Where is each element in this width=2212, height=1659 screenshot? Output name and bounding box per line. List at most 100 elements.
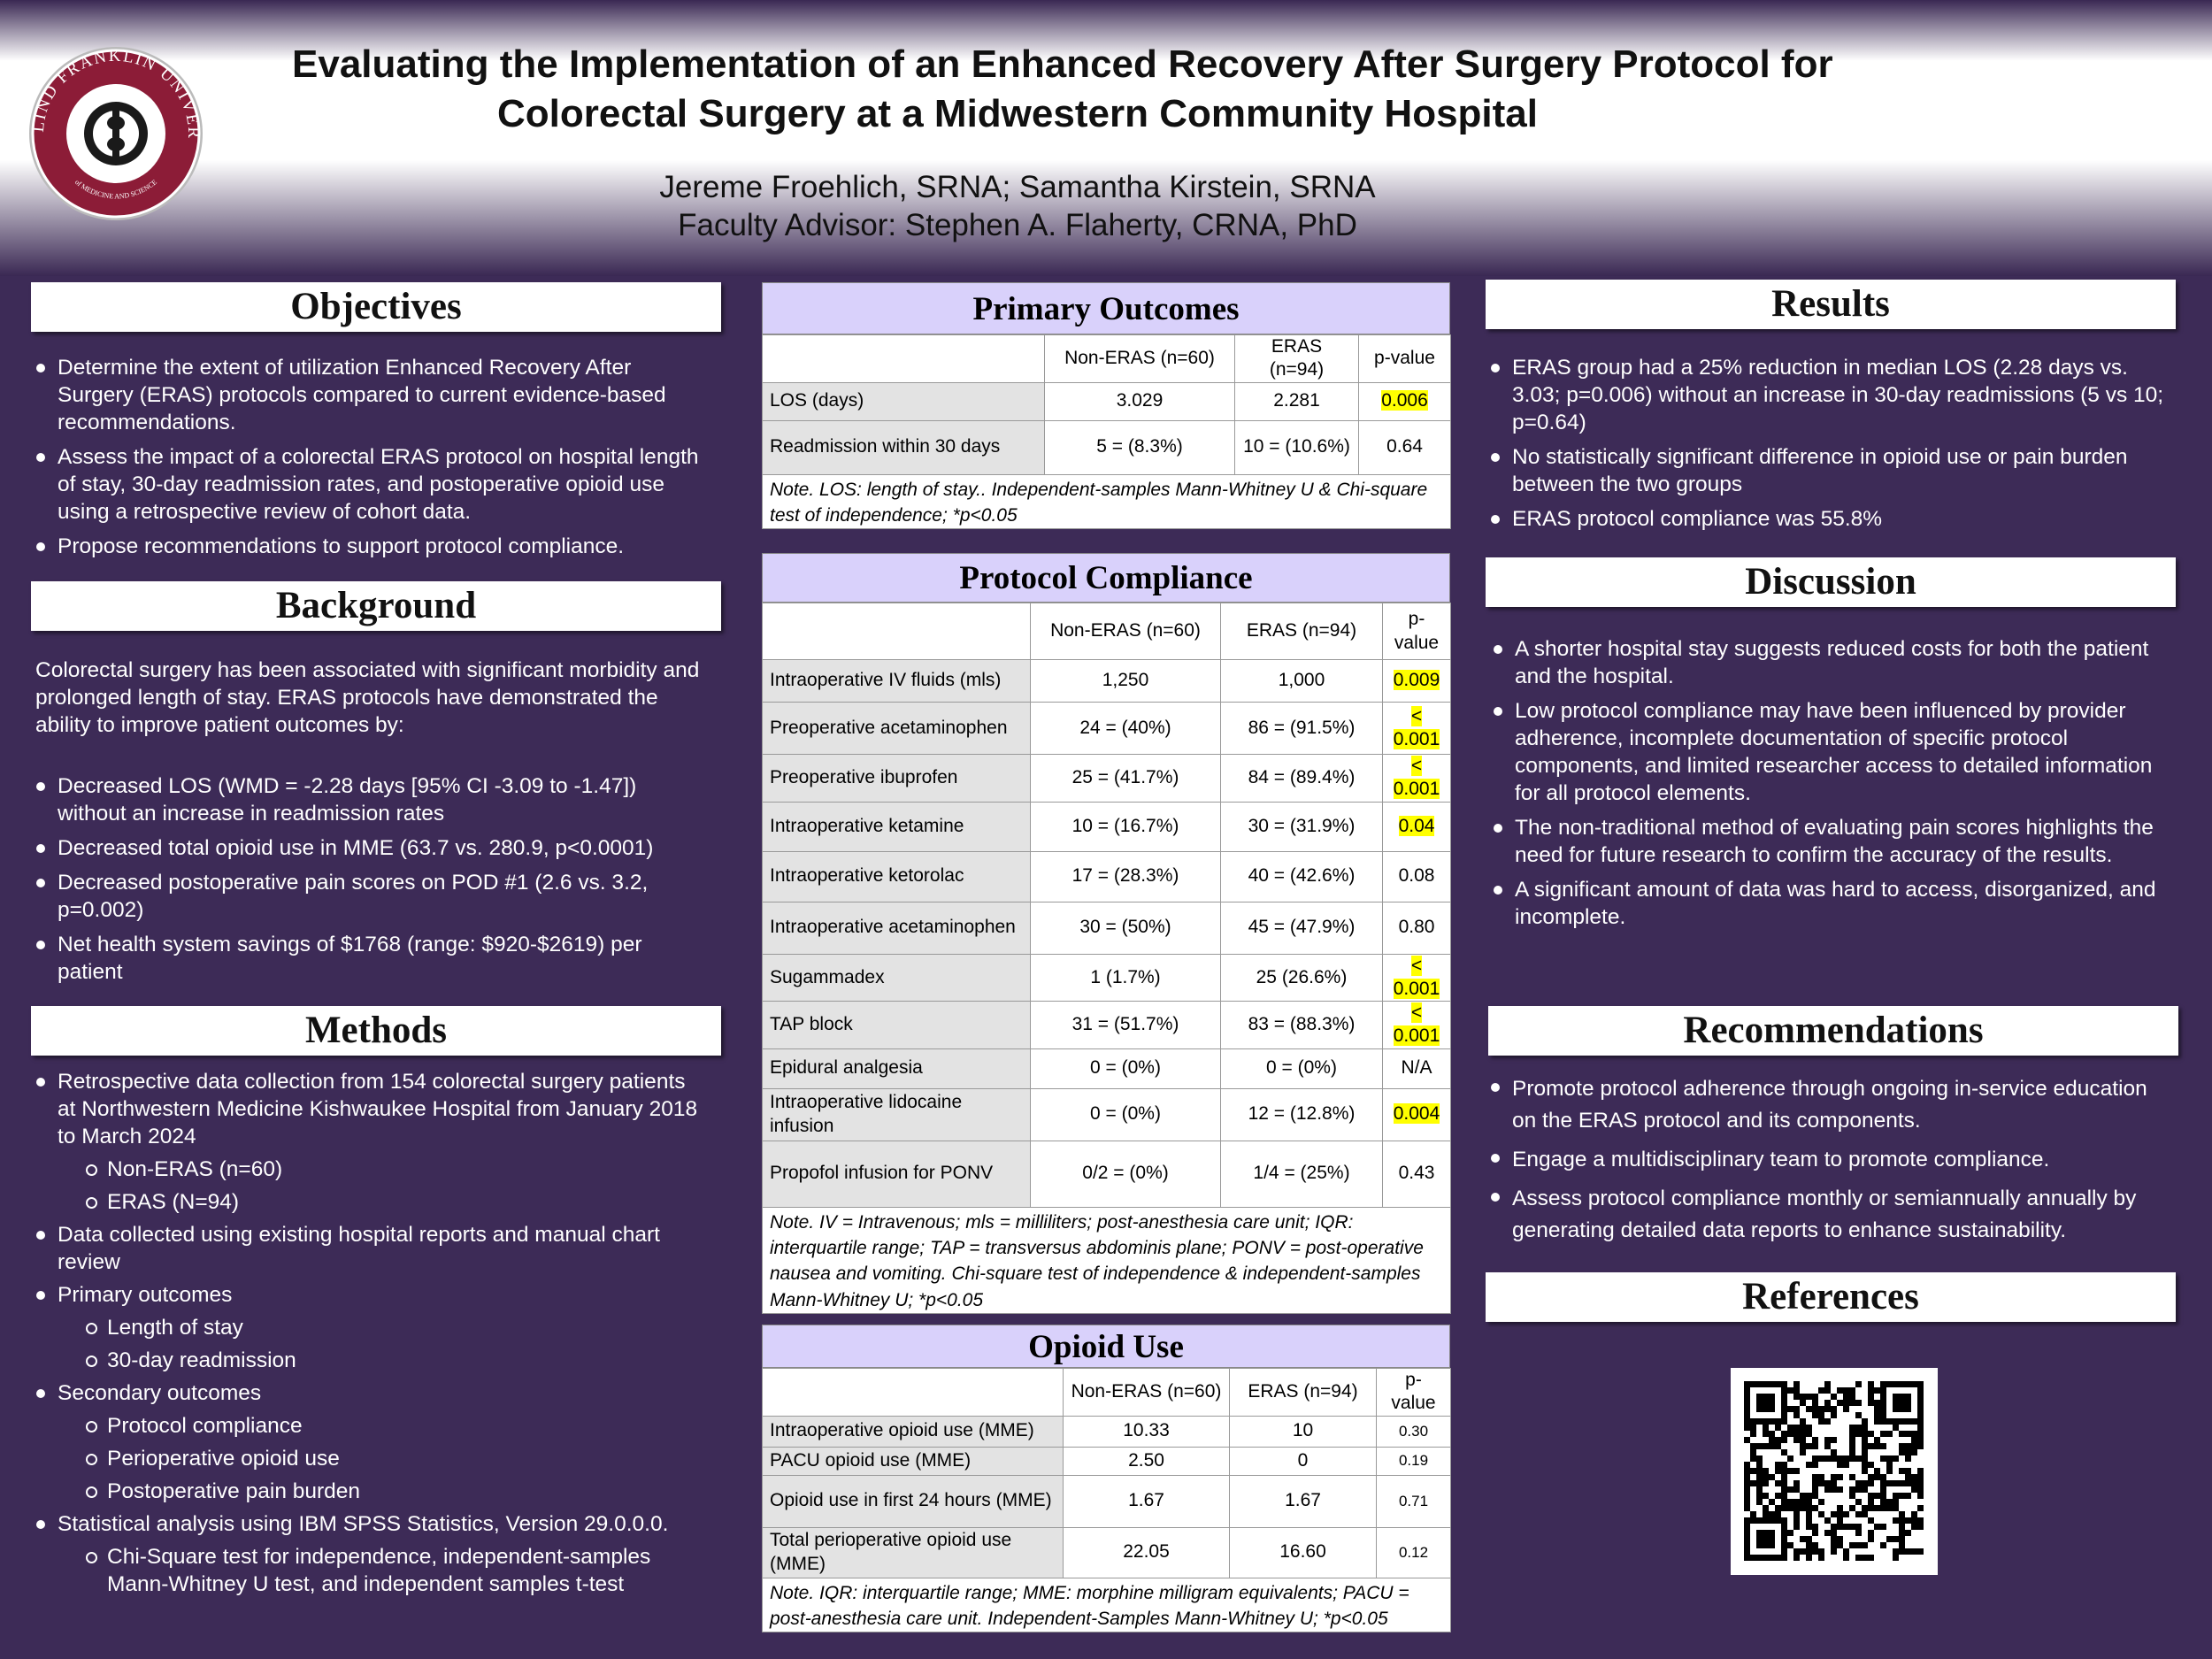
table-row: Preoperative ibuprofen 25 = (41.7%) 84 = (… [762,754,1451,803]
row-label: Intraoperative ketamine [762,801,1031,852]
opioid-use-table: Opioid Use Non-ERAS (n=60) ERAS (n=94) p-va… [762,1325,1451,1633]
list-item: Decreased LOS (WMD = -2.28 days [95% CI … [31,772,703,827]
list-item-text: Engage a multidisciplinary team to promo… [1512,1148,2050,1171]
recommendations-list: Promote protocol adherence through ongoi… [1486,1073,2171,1254]
list-item-text: Assess protocol compliance monthly or se… [1512,1187,2137,1242]
logo-emblem [84,102,148,165]
qr-code[interactable] [1731,1368,1938,1575]
p-value: 0.009 [1393,670,1440,691]
table-cell: 0 [1229,1446,1377,1476]
p-value-cell: < 0.001 [1382,1001,1451,1049]
p-value: 0.19 [1398,1452,1429,1470]
table-row: PACU opioid use (MME) 2.50 0 0.19 [762,1446,1451,1476]
table-cell: 30 = (31.9%) [1220,801,1383,852]
row-label: Intraoperative lidocaine infusion [762,1087,1031,1141]
authors: Jereme Froehlich, SRNA; Samantha Kirstei… [659,170,1376,204]
header-cell [762,1368,1064,1417]
section-heading: References [1486,1272,2176,1322]
list-item-text: Secondary outcomes [58,1381,262,1405]
table-title: Opioid Use [762,1325,1450,1368]
list-subitem: 30-day readmission [58,1347,703,1374]
p-value-cell: < 0.001 [1382,953,1451,1002]
table-cell: 45 = (47.9%) [1220,901,1383,955]
table-row: TAP block 31 = (51.7%) 83 = (88.3%) < 0.001 [762,1001,1451,1049]
list-item: Decreased postoperative pain scores on P… [31,869,703,924]
list-item-text: Net health system savings of $1768 (rang… [58,933,642,984]
p-value-cell: 0.30 [1376,1415,1451,1448]
row-label: Preoperative ibuprofen [762,754,1031,803]
list-item: ERAS protocol compliance was 55.8% [1486,505,2171,533]
p-value: < 0.001 [1393,955,1440,999]
table-row: Propofol infusion for PONV 0/2 = (0%) 1/4 … [762,1140,1451,1208]
p-value: 0.80 [1398,917,1435,938]
qr-modules [1744,1381,1924,1561]
table-cell: 1 (1.7%) [1030,953,1221,1002]
list-item-text: Propose recommendations to support proto… [58,534,625,558]
header-row: Non-ERAS (n=60) ERAS (n=94) p-value [762,1368,1451,1417]
table-cell: 84 = (89.4%) [1220,754,1383,803]
list-item: Retrospective data collection from 154 c… [31,1068,703,1216]
list-item-text: ERAS protocol compliance was 55.8% [1512,507,1883,531]
row-label: Preoperative acetaminophen [762,702,1031,755]
list-item-text: Statistical analysis using IBM SPSS Stat… [58,1512,669,1536]
table-cell: 2.50 [1063,1446,1230,1476]
list-item: Assess the impact of a colorectal ERAS p… [31,443,703,526]
row-label: Propofol infusion for PONV [762,1140,1031,1208]
p-value: 0.004 [1393,1103,1440,1125]
row-label: LOS (days) [762,381,1045,421]
p-value-cell: 0.64 [1358,419,1451,475]
table-cell: 10.33 [1063,1415,1230,1448]
p-value: 0.006 [1381,390,1428,411]
column-header: Non-ERAS (n=60) [1063,1368,1230,1417]
list-item-text: A significant amount of data was hard to… [1515,878,2156,929]
table-cell: 1/4 = (25%) [1220,1140,1383,1208]
list-item: Decreased total opioid use in MME (63.7 … [31,834,703,862]
table-cell: 0/2 = (0%) [1030,1140,1221,1208]
table-row: Total perioperative opioid use (MME) 22.0… [762,1526,1451,1578]
table-note: Note. IQR: interquartile range; MME: mor… [762,1577,1451,1633]
list-item: No statistically significant difference … [1486,443,2171,498]
header-row: Non-ERAS (n=60) ERAS (n=94) p-value [762,603,1451,660]
p-value: < 0.001 [1393,705,1440,749]
table-cell: 1,250 [1030,659,1221,703]
list-item-text: Assess the impact of a colorectal ERAS p… [58,445,699,524]
p-value: 0.64 [1386,436,1423,457]
table-note: Note. IV = Intravenous; mls = milliliter… [762,1206,1451,1315]
p-value-cell: < 0.001 [1382,702,1451,755]
list-item: A shorter hospital stay suggests reduced… [1488,635,2174,690]
table-row: Intraoperative ketorolac 17 = (28.3%) 40 =… [762,850,1451,902]
row-label: Readmission within 30 days [762,419,1045,475]
list-item: Net health system savings of $1768 (rang… [31,931,703,986]
section-heading: Results [1486,280,2176,329]
table-note: Note. LOS: length of stay.. Independent-… [762,473,1451,530]
table-row: Readmission within 30 days 5 = (8.3%) 10 =… [762,419,1451,475]
background-intro: Colorectal surgery has been associated w… [35,658,700,737]
table-row: Intraoperative opioid use (MME) 10.33 10 0.… [762,1415,1451,1448]
p-value: 0.04 [1398,815,1435,836]
p-value: 0.71 [1398,1492,1429,1509]
row-label: Epidural analgesia [762,1048,1031,1089]
list-item: Engage a multidisciplinary team to promo… [1486,1144,2171,1176]
list-item-text: A shorter hospital stay suggests reduced… [1515,637,2149,688]
table-cell: 5 = (8.3%) [1044,419,1235,475]
row-label: Intraoperative IV fluids (mls) [762,659,1031,703]
p-value-cell: 0.71 [1376,1474,1451,1528]
list-subitem: Length of stay [58,1314,703,1341]
table-row: Sugammadex 1 (1.7%) 25 (26.6%) < 0.001 [762,953,1451,1002]
p-value-cell: 0.43 [1382,1140,1451,1208]
list-item: Low protocol compliance may have been in… [1488,697,2174,807]
list-item-text: Promote protocol adherence through ongoi… [1512,1077,2147,1133]
row-label: Intraoperative acetaminophen [762,901,1031,955]
table-cell: 3.029 [1044,381,1235,421]
p-value-cell: 0.80 [1382,901,1451,955]
table-row: LOS (days) 3.029 2.281 0.006 [762,381,1451,421]
column-header: Non-ERAS (n=60) [1030,603,1221,660]
table-cell: 1,000 [1220,659,1383,703]
table-cell: 10 = (10.6%) [1234,419,1359,475]
section-heading: Objectives [31,282,721,332]
p-value-cell: 0.009 [1382,659,1451,703]
title-line: Evaluating the Implementation of an Enha… [292,42,1833,86]
list-subitem: ERAS (N=94) [58,1188,703,1216]
p-value: 0.12 [1398,1543,1429,1561]
